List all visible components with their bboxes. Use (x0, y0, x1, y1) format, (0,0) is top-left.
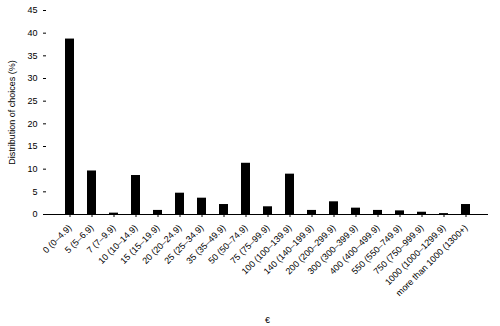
svg-text:1000 (1000–1299.9): 1000 (1000–1299.9) (383, 222, 448, 288)
svg-text:75 (75–99.9): 75 (75–99.9) (228, 222, 272, 266)
svg-text:25: 25 (27, 96, 37, 106)
svg-text:more than 1000 (1300+): more than 1000 (1300+) (394, 223, 470, 299)
svg-text:400 (400–499.9): 400 (400–499.9) (327, 222, 382, 277)
svg-text:550 (550–749.9): 550 (550–749.9) (349, 222, 404, 277)
svg-text:5 (5–6.9): 5 (5–6.9) (62, 222, 96, 256)
svg-text:300 (300–399.9): 300 (300–399.9) (305, 222, 360, 277)
svg-text:0 (0–4.9): 0 (0–4.9) (40, 222, 74, 256)
svg-text:20 (20–24.9): 20 (20–24.9) (140, 222, 184, 266)
svg-text:10 (10–14.9): 10 (10–14.9) (96, 222, 140, 266)
svg-text:45: 45 (27, 5, 37, 15)
svg-text:750 (750–999.9): 750 (750–999.9) (371, 222, 426, 277)
svg-text:10: 10 (27, 164, 37, 174)
svg-text:40: 40 (27, 28, 37, 38)
svg-text:7 (7–9.9): 7 (7–9.9) (84, 222, 118, 256)
svg-text:0: 0 (32, 209, 37, 219)
svg-text:25 (25–34.9): 25 (25–34.9) (162, 222, 206, 266)
svg-text:200 (200–299.9): 200 (200–299.9) (283, 222, 338, 277)
svg-text:Distribution of choices (%): Distribution of choices (%) (7, 60, 17, 165)
svg-text:50 (50–74.9): 50 (50–74.9) (206, 222, 250, 266)
svg-text:€: € (265, 315, 270, 325)
svg-text:30: 30 (27, 73, 37, 83)
svg-text:15: 15 (27, 141, 37, 151)
svg-text:100 (100–139.9): 100 (100–139.9) (239, 222, 294, 277)
svg-text:35: 35 (27, 51, 37, 61)
svg-text:140 (140–199.9): 140 (140–199.9) (261, 222, 316, 277)
svg-text:35 (35–49.9): 35 (35–49.9) (184, 222, 228, 266)
svg-text:5: 5 (32, 187, 37, 197)
svg-text:20: 20 (27, 119, 37, 129)
svg-text:15 (15–19.9): 15 (15–19.9) (118, 222, 162, 266)
